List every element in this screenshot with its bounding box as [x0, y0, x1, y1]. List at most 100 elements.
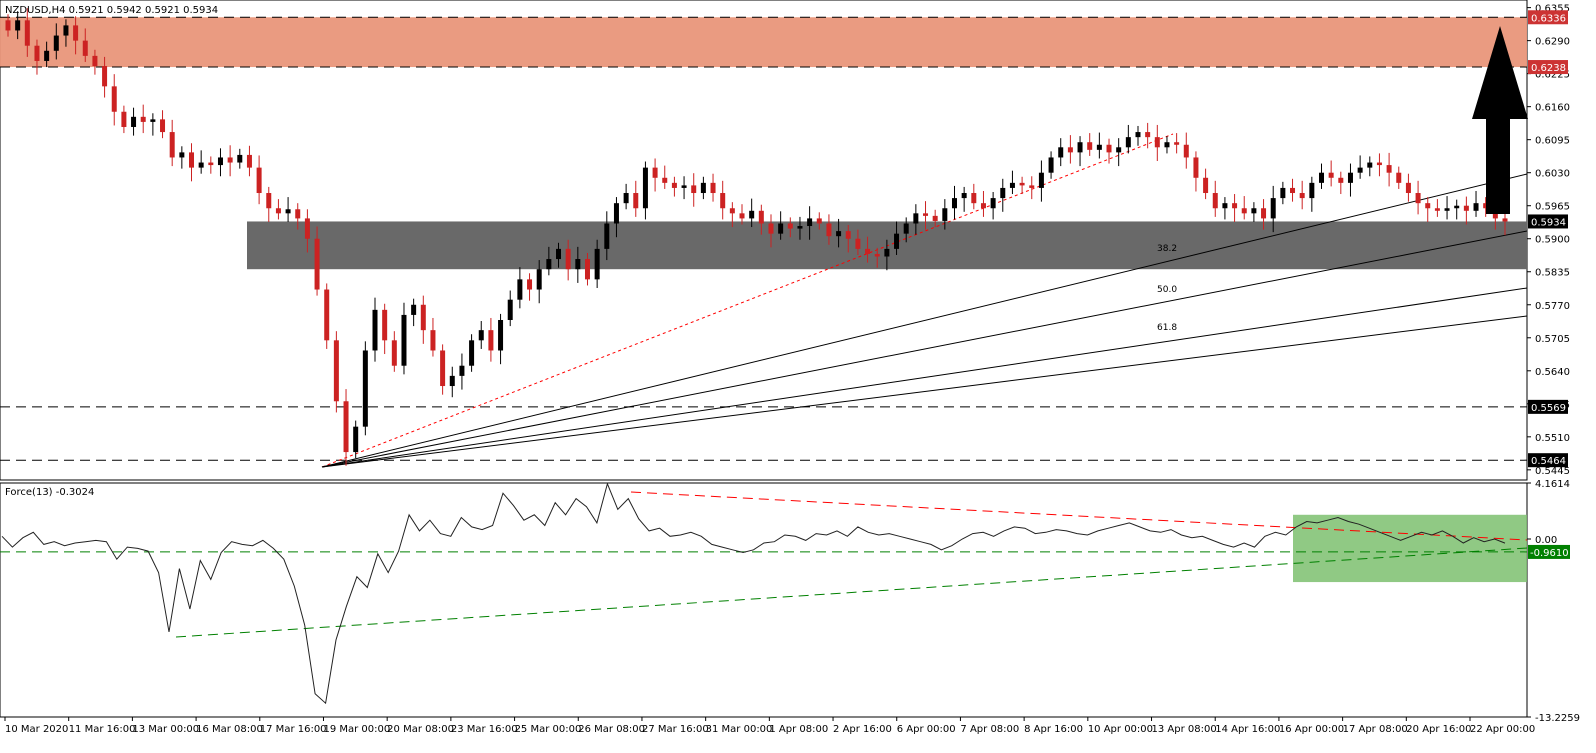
candle-body: [507, 299, 513, 320]
candle-body: [826, 223, 832, 237]
candle-body: [102, 66, 108, 87]
candle-body: [652, 167, 658, 178]
price-axis-label: 0.5705: [1535, 334, 1570, 345]
price-axis-label: 0.6095: [1535, 136, 1570, 147]
candle-body: [1473, 203, 1479, 211]
level-label-box: [1528, 214, 1568, 229]
candle-body: [729, 208, 735, 214]
candle-body: [1376, 162, 1382, 166]
candle-body: [314, 238, 320, 290]
candle-body: [333, 340, 339, 402]
time-axis-label: 10 Apr 00:00: [1088, 724, 1153, 735]
force-level-label: -0.9610: [1530, 548, 1569, 559]
candle-body: [894, 233, 900, 249]
candle-body: [1009, 182, 1015, 188]
candle-body: [980, 203, 986, 209]
candle-body: [1154, 137, 1160, 148]
candle-body: [623, 193, 629, 204]
force-axis-label: 0.00: [1535, 535, 1557, 546]
price-axis-label: 0.6030: [1535, 169, 1570, 180]
candle-body: [710, 182, 716, 194]
candle-body: [884, 248, 890, 257]
candle-body: [1096, 144, 1102, 150]
candle-body: [111, 86, 117, 112]
candle-body: [324, 289, 330, 341]
candle-body: [536, 269, 542, 290]
candle-body: [285, 209, 291, 214]
fib-fan-38-line: [321, 230, 1528, 468]
candle-body: [459, 365, 465, 376]
candle-body: [1434, 208, 1440, 211]
candle-body: [1077, 142, 1083, 153]
candle-body: [517, 279, 523, 300]
candle-body: [1029, 185, 1035, 188]
candle-body: [1067, 147, 1073, 153]
candle-body: [990, 198, 996, 209]
candle-body: [1212, 193, 1218, 209]
candle-body: [53, 35, 59, 51]
candle-body: [1125, 137, 1131, 148]
candle-body: [932, 215, 938, 221]
fib-label-61: 61.8: [1157, 323, 1177, 333]
candle-body: [865, 248, 871, 254]
candle-body: [613, 203, 619, 224]
time-axis-label: 27 Mar 16:00: [642, 724, 709, 735]
candle-body: [15, 20, 21, 31]
candle-body: [855, 238, 861, 249]
candle-body: [1261, 208, 1267, 219]
force-chart-title: Force(13) -0.3024: [5, 487, 94, 498]
candle-body: [1357, 167, 1363, 173]
candle-body: [295, 209, 301, 219]
candle-body: [227, 157, 233, 163]
candle-body: [1444, 208, 1450, 211]
time-axis-label: 16 Mar 08:00: [196, 724, 263, 735]
candle-body: [1203, 177, 1209, 194]
level-label-box: [1528, 10, 1568, 25]
candle-body: [169, 132, 175, 158]
candle-body: [1318, 172, 1324, 183]
candle-body: [816, 218, 822, 224]
up-arrow-icon: [1472, 26, 1528, 214]
candle-body: [131, 116, 137, 127]
candle-body: [372, 309, 378, 351]
price-axis-label: 0.5900: [1535, 235, 1570, 246]
level-label-s1: 0.5569: [1531, 403, 1566, 414]
candle-body: [1270, 198, 1276, 219]
level-label-r_top: 0.6336: [1531, 13, 1566, 24]
level-label-box: [1528, 60, 1568, 75]
candle-body: [807, 218, 813, 227]
candle-body: [1048, 157, 1054, 173]
candle-body: [362, 350, 368, 427]
time-axis-label: 6 Apr 00:00: [897, 724, 956, 735]
time-axis-label: 17 Mar 16:00: [260, 724, 327, 735]
force-axis-label: -13.2259: [1535, 713, 1580, 724]
candle-body: [681, 185, 687, 188]
force-zone: [1293, 514, 1527, 583]
candle-body: [82, 40, 88, 56]
candle-body: [478, 330, 484, 341]
candle-body: [1347, 172, 1353, 183]
fan-line-top: [321, 173, 1528, 468]
candle-body: [353, 426, 359, 453]
candle-body: [150, 119, 156, 122]
candle-body: [449, 375, 455, 387]
candle-body: [1454, 205, 1460, 209]
time-axis-label: 14 Apr 16:00: [1215, 724, 1280, 735]
price-axis-label: 0.6225: [1535, 70, 1570, 81]
candle-body: [92, 55, 98, 67]
candle-body: [140, 116, 146, 122]
level-label-r_bottom: 0.6238: [1531, 63, 1566, 74]
candle-body: [63, 25, 69, 36]
candle-body: [1290, 187, 1296, 194]
candle-body: [34, 45, 40, 61]
candle-body: [903, 223, 909, 234]
candle-body: [961, 193, 967, 199]
force-green-trend-line: [175, 547, 1528, 638]
candle-body: [1338, 177, 1344, 183]
force-red-trend-line: [630, 491, 1528, 541]
time-axis-label: 23 Mar 16:00: [451, 724, 518, 735]
time-axis-label: 19 Mar 00:00: [323, 724, 390, 735]
candle-body: [430, 330, 436, 351]
candle-body: [189, 152, 195, 168]
